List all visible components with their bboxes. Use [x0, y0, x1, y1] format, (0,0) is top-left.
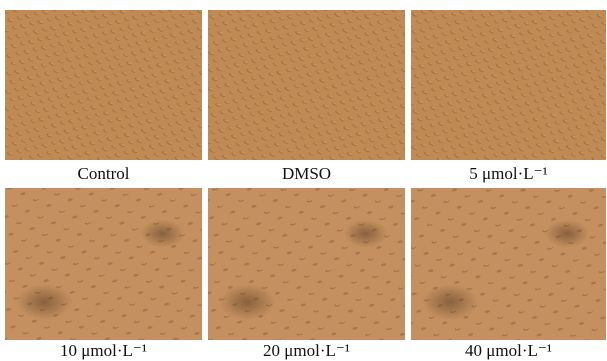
micrograph [411, 10, 606, 160]
figure: Control DMSO 5 μmol·L⁻¹ 10 μmol·L⁻¹ 20 μmol·… [0, 0, 607, 361]
panel-label: 10 μmol·L⁻¹ [60, 341, 147, 360]
cell-cluster [545, 220, 589, 248]
cell-cluster [344, 220, 388, 248]
micrograph [5, 10, 202, 160]
micrograph [208, 10, 405, 160]
panel-label: Control [78, 164, 130, 183]
panel-label: 20 μmol·L⁻¹ [263, 341, 350, 360]
cell-cluster [422, 284, 478, 320]
panel-label: DMSO [282, 164, 331, 183]
panel-label: 5 μmol·L⁻¹ [469, 164, 547, 183]
cell-cluster [141, 220, 185, 248]
page: Control DMSO 5 μmol·L⁻¹ 10 μmol·L⁻¹ 20 μmol·… [0, 0, 607, 361]
cell-cluster [219, 284, 275, 320]
cell-cluster [16, 284, 72, 320]
panel-label: 40 μmol·L⁻¹ [465, 341, 552, 360]
